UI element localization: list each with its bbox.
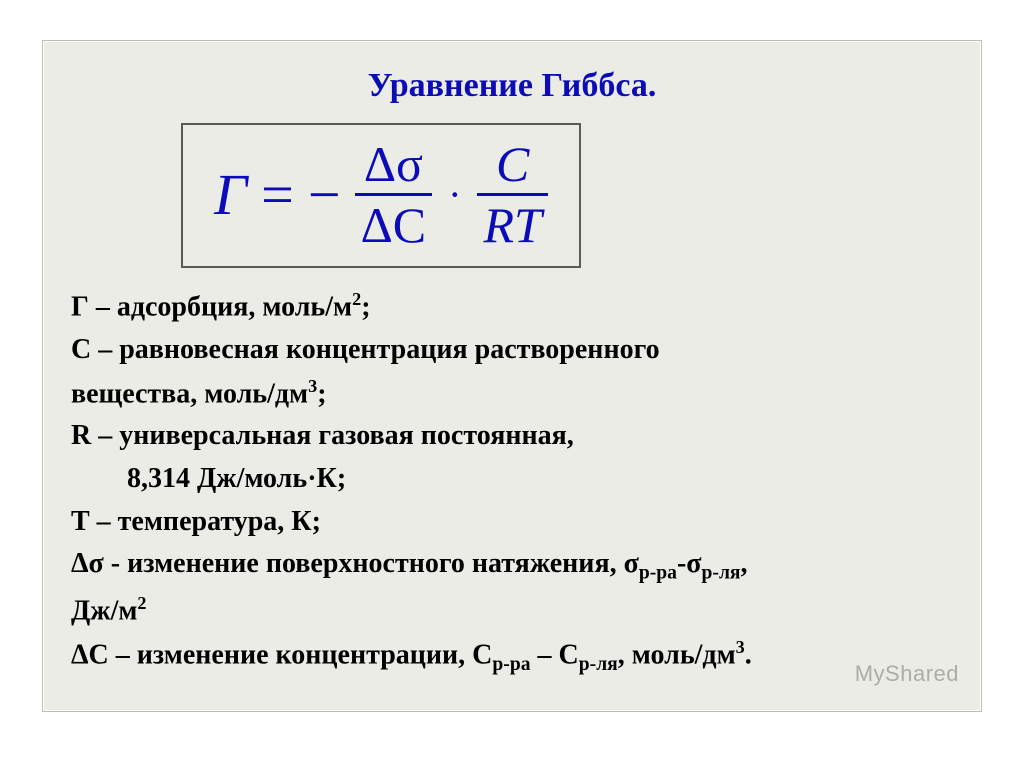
- def-gamma-end: ;: [361, 291, 370, 322]
- def-dsigma-units: Дж/м2: [71, 590, 953, 632]
- sub-rra-2: р-ра: [492, 654, 530, 675]
- slide: Уравнение Гиббса. Г = − Δσ ΔC · C RT: [42, 40, 982, 712]
- def-dsigma: Δσ - изменение поверхностного натяжения,…: [71, 544, 953, 588]
- def-dsigma-text: Δσ - изменение поверхностного натяжения,…: [71, 548, 639, 579]
- eq-lhs: Г: [214, 166, 247, 224]
- def-c-line2: вещества, моль/дм3;: [71, 373, 953, 415]
- eq-fraction-1: Δσ ΔC: [355, 137, 433, 252]
- def-dsigma-mid: -σ: [677, 548, 702, 579]
- def-dsigma-units-text: Дж/м: [71, 596, 137, 627]
- equation-box: Г = − Δσ ΔC · C RT: [181, 123, 581, 268]
- page: Уравнение Гиббса. Г = − Δσ ΔC · C RT: [0, 0, 1024, 742]
- def-c-line1: С – равновесная концентрация растворенно…: [71, 330, 953, 371]
- sup-3: 3: [308, 376, 317, 396]
- eq-frac1-bar: [355, 193, 433, 196]
- def-gamma: Г – адсорбция, моль/м2;: [71, 286, 953, 328]
- eq-frac1-num: Δσ: [358, 137, 429, 191]
- eq-dot: ·: [446, 175, 463, 215]
- sup-3b: 3: [736, 637, 745, 657]
- sub-rra-1: р-ра: [639, 563, 677, 584]
- sub-rlya-2: р-ля: [579, 654, 618, 675]
- def-c-text: вещества, моль/дм: [71, 378, 308, 409]
- gibbs-equation: Г = − Δσ ΔC · C RT: [201, 137, 561, 252]
- def-dc-text: ΔС – изменение концентрации, С: [71, 639, 492, 670]
- eq-frac1-den: ΔC: [355, 198, 433, 252]
- def-r-line1: R – универсальная газовая постоянная,: [71, 416, 953, 457]
- sup-2b: 2: [137, 593, 146, 613]
- def-dc-dot: .: [745, 639, 752, 670]
- eq-minus: −: [308, 166, 341, 224]
- def-dc: ΔС – изменение концентрации, Ср-ра – Ср-…: [71, 634, 953, 679]
- eq-frac2-den: RT: [477, 198, 547, 252]
- sup-2: 2: [352, 289, 361, 309]
- slide-title: Уравнение Гиббса.: [71, 67, 953, 105]
- eq-equals: =: [261, 166, 294, 224]
- def-r-line2: 8,314 Дж/моль·К;: [71, 459, 953, 500]
- def-t: Т – температура, К;: [71, 502, 953, 543]
- def-gamma-text: Г – адсорбция, моль/м: [71, 291, 352, 322]
- def-dc-mid: – С: [531, 639, 579, 670]
- definitions: Г – адсорбция, моль/м2; С – равновесная …: [71, 286, 953, 679]
- eq-frac2-bar: [477, 193, 547, 196]
- eq-fraction-2: C RT: [477, 137, 547, 252]
- sub-rlya-1: р-ля: [702, 563, 741, 584]
- eq-frac2-num: C: [490, 137, 535, 191]
- def-dc-end: , моль/дм: [618, 639, 736, 670]
- def-dsigma-end: ,: [741, 548, 748, 579]
- def-c-end: ;: [317, 378, 326, 409]
